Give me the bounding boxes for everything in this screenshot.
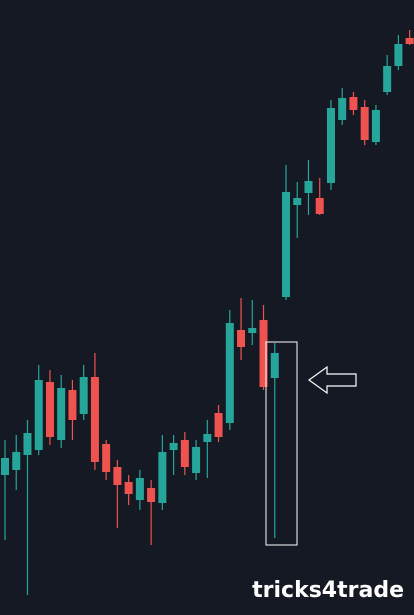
candle-body (349, 97, 358, 110)
candle-body (192, 447, 201, 473)
candle-body (304, 181, 313, 193)
candle-body (371, 110, 380, 142)
candle-body (360, 107, 369, 140)
candle-body (124, 482, 133, 494)
watermark: tricks4trade (252, 578, 404, 603)
candle-body (270, 353, 279, 378)
candle-body (34, 380, 43, 450)
highlight-box (265, 341, 298, 546)
candle-body (259, 320, 268, 387)
candle-body (293, 198, 302, 205)
candle-body (394, 44, 403, 66)
candle-body (158, 452, 167, 503)
arrow (307, 365, 357, 395)
candle-body (102, 444, 111, 472)
candle-body (12, 452, 21, 470)
candle-body (180, 440, 189, 467)
candle-body (90, 377, 99, 462)
candle-body (225, 323, 234, 423)
candle-body (326, 108, 335, 183)
candle-body (135, 478, 144, 500)
candle-body (68, 390, 77, 420)
candle-body (383, 66, 392, 92)
candle-body (45, 382, 54, 437)
candle-body (405, 38, 414, 44)
candle-body (282, 192, 290, 297)
candle-body (315, 198, 324, 214)
candle-body (113, 467, 122, 485)
candles (1, 30, 414, 595)
candle-body (1, 458, 9, 475)
candle-body (338, 98, 347, 120)
candle-body (214, 413, 223, 437)
candle-body (248, 328, 257, 333)
candle-body (23, 433, 32, 455)
candle-body (57, 388, 66, 440)
candle-body (147, 488, 156, 502)
candle-body (203, 434, 212, 442)
candle-body (237, 330, 246, 347)
candle-body (79, 377, 88, 414)
candle-body (169, 443, 178, 450)
